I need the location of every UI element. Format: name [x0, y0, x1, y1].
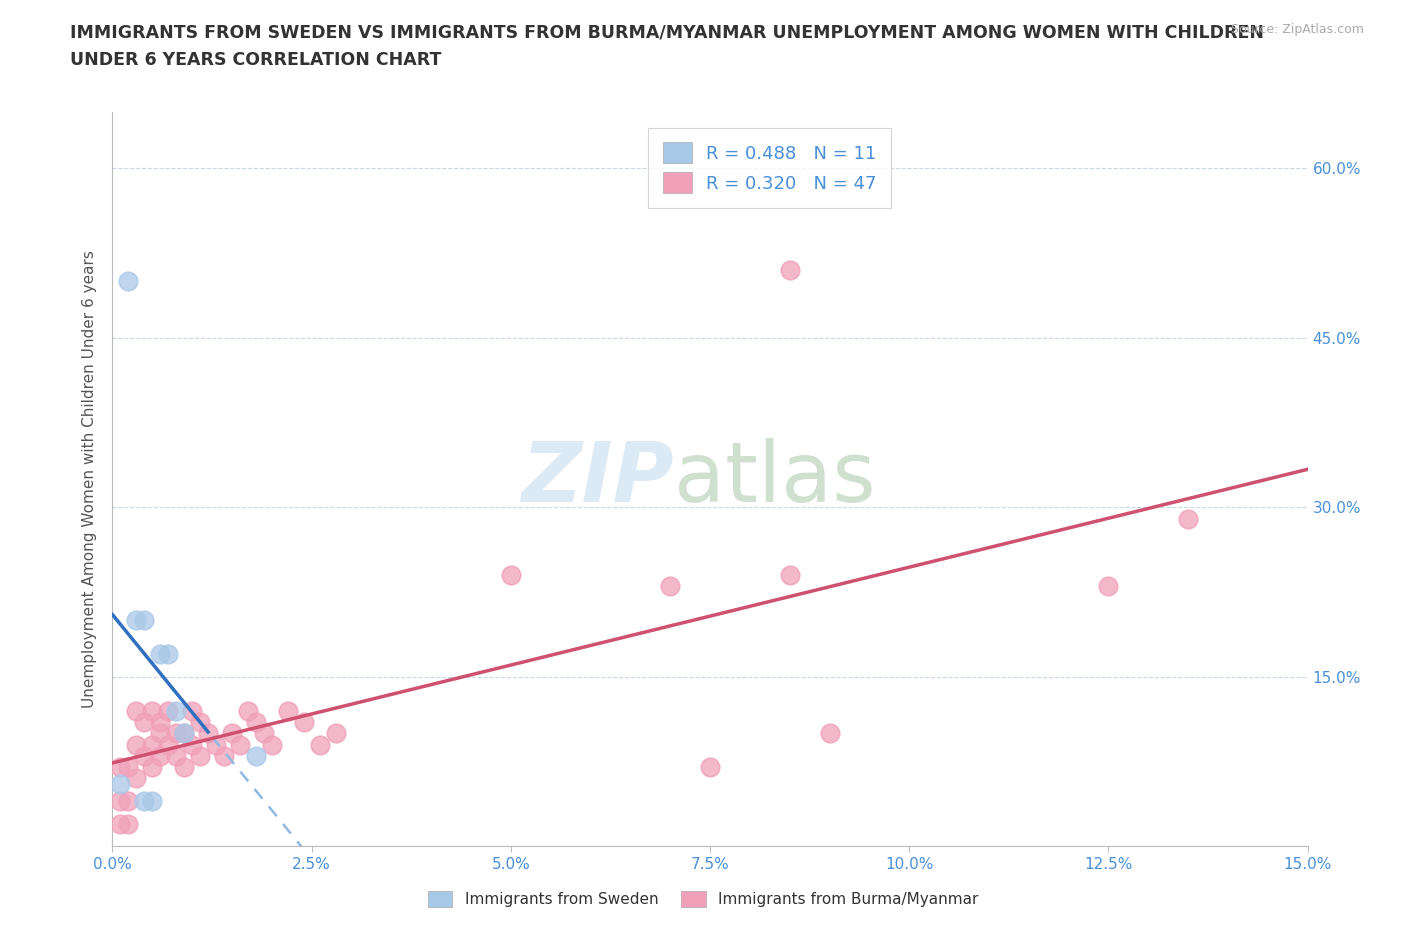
Point — [779, 567, 801, 582]
Legend: R = 0.488   N = 11, R = 0.320   N = 47: R = 0.488 N = 11, R = 0.320 N = 47 — [648, 128, 891, 207]
Point — [125, 737, 148, 752]
Point — [125, 771, 148, 786]
Point — [260, 737, 283, 752]
Y-axis label: Unemployment Among Women with Children Under 6 years: Unemployment Among Women with Children U… — [82, 250, 97, 708]
Point — [212, 749, 235, 764]
Point — [134, 613, 156, 628]
Point — [699, 760, 721, 775]
Point — [141, 760, 163, 775]
Point — [117, 817, 139, 831]
Point — [308, 737, 330, 752]
Point — [181, 737, 204, 752]
Point — [157, 646, 180, 661]
Point — [277, 703, 299, 718]
Point — [292, 714, 315, 729]
Point — [197, 725, 219, 740]
Point — [236, 703, 259, 718]
Point — [205, 737, 228, 752]
Text: UNDER 6 YEARS CORRELATION CHART: UNDER 6 YEARS CORRELATION CHART — [70, 51, 441, 69]
Point — [245, 749, 267, 764]
Point — [149, 725, 172, 740]
Point — [165, 703, 187, 718]
Point — [818, 725, 841, 740]
Text: IMMIGRANTS FROM SWEDEN VS IMMIGRANTS FROM BURMA/MYANMAR UNEMPLOYMENT AMONG WOMEN: IMMIGRANTS FROM SWEDEN VS IMMIGRANTS FRO… — [70, 23, 1264, 41]
Point — [221, 725, 243, 740]
Point — [117, 793, 139, 808]
Point — [173, 760, 195, 775]
Point — [110, 777, 132, 791]
Point — [253, 725, 276, 740]
Point — [659, 578, 682, 593]
Point — [134, 749, 156, 764]
Point — [141, 737, 163, 752]
Point — [110, 817, 132, 831]
Point — [157, 737, 180, 752]
Legend: Immigrants from Sweden, Immigrants from Burma/Myanmar: Immigrants from Sweden, Immigrants from … — [422, 884, 984, 913]
Point — [188, 714, 211, 729]
Point — [173, 725, 195, 740]
Point — [229, 737, 252, 752]
Point — [779, 262, 801, 277]
Point — [1097, 578, 1119, 593]
Point — [141, 703, 163, 718]
Point — [110, 760, 132, 775]
Point — [157, 703, 180, 718]
Point — [141, 793, 163, 808]
Point — [173, 725, 195, 740]
Point — [499, 567, 522, 582]
Point — [325, 725, 347, 740]
Point — [245, 714, 267, 729]
Point — [188, 749, 211, 764]
Point — [149, 749, 172, 764]
Point — [165, 725, 187, 740]
Point — [134, 793, 156, 808]
Text: Source: ZipAtlas.com: Source: ZipAtlas.com — [1230, 23, 1364, 36]
Point — [125, 703, 148, 718]
Point — [1177, 512, 1199, 526]
Point — [181, 703, 204, 718]
Text: atlas: atlas — [675, 438, 876, 520]
Point — [117, 760, 139, 775]
Point — [165, 749, 187, 764]
Point — [134, 714, 156, 729]
Text: ZIP: ZIP — [522, 438, 675, 520]
Point — [117, 273, 139, 288]
Point — [149, 646, 172, 661]
Point — [110, 793, 132, 808]
Point — [125, 613, 148, 628]
Point — [149, 714, 172, 729]
